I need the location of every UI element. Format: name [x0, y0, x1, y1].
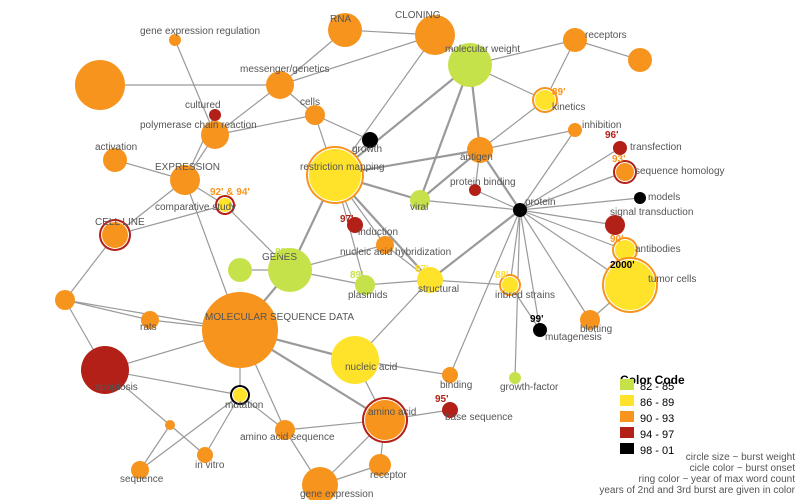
node-msg_gen	[266, 71, 294, 99]
label-kinetics: kinetics	[552, 102, 585, 113]
legend-swatch	[620, 427, 634, 438]
node-amino_acid	[365, 400, 405, 440]
label-cells: cells	[300, 97, 320, 108]
label-plasmids: plasmids	[348, 290, 387, 301]
label-sig_trans: signal transduction	[610, 207, 693, 218]
node-nodeA	[628, 48, 652, 72]
node-nucleic_acid	[331, 336, 379, 384]
edge	[520, 210, 590, 320]
edge	[65, 300, 150, 320]
legend-caption: years of 2nd and 3rd burst are given in …	[599, 485, 795, 496]
label-models: models	[648, 192, 680, 203]
legend-swatch	[620, 443, 634, 454]
node-nodeD	[165, 420, 175, 430]
label-receptor: receptor	[370, 470, 407, 481]
label-msg_gen: messenger/genetics	[240, 64, 330, 75]
node-transfection	[613, 141, 627, 155]
edge	[280, 35, 435, 85]
label-gene_expr: gene expression	[300, 489, 373, 500]
legend-swatch	[620, 379, 634, 390]
label-nucleic_acid: nucleic acid	[345, 362, 397, 373]
label-growth_factor: growth-factor	[500, 382, 559, 393]
year-comp_study: 92' & 94'	[210, 187, 250, 198]
label-cloning: CLONING	[395, 10, 441, 21]
label-seq_hom: sequence homology	[635, 166, 725, 177]
legend-label: 86 - 89	[640, 397, 674, 409]
label-tumor: tumor cells	[648, 274, 696, 285]
edge	[520, 210, 540, 330]
node-restr_map	[309, 149, 361, 201]
edge	[480, 130, 575, 150]
label-antigen: antigen	[460, 152, 493, 163]
label-msd: MOLECULAR SEQUENCE DATA	[205, 312, 354, 323]
legend-label: 82 - 85	[640, 381, 674, 393]
legend-caption: circle size ~ burst weight	[686, 452, 795, 463]
year-base_seq: 95'	[435, 394, 449, 405]
node-cells	[305, 105, 325, 125]
label-antibodies: antibodies	[635, 244, 681, 255]
label-activation: activation	[95, 142, 137, 153]
year-plasmids: 89'	[350, 270, 364, 281]
label-expression: EXPRESSION	[155, 162, 220, 173]
legend-label: 98 - 01	[640, 445, 674, 457]
label-pcr: polymerase chain reaction	[140, 120, 257, 131]
year-kinetics: 89'	[552, 87, 566, 98]
label-cultured: cultured	[185, 100, 221, 111]
node-sig_trans	[605, 215, 625, 235]
label-rats: rats	[140, 322, 157, 333]
legend-label: 90 - 93	[640, 413, 674, 425]
year-transfection: 96'	[605, 130, 619, 141]
edge	[520, 210, 615, 225]
label-binding: binding	[440, 380, 472, 391]
year-inbred: 88'	[495, 270, 509, 281]
year-induction: 97'	[340, 214, 354, 225]
label-mol_weight: molecular weight	[445, 44, 520, 55]
label-growth: growth	[352, 144, 382, 155]
label-restr_map: restriction mapping	[300, 162, 384, 173]
label-apoptosis: apoptosis	[95, 382, 138, 393]
label-inbred: inbred strains	[495, 290, 555, 301]
label-amino_acid: amino acid	[368, 407, 416, 418]
label-protein: protein	[525, 197, 556, 208]
node-seq_hom	[616, 163, 634, 181]
node-receptors	[563, 28, 587, 52]
year-genes: 89'	[275, 247, 289, 258]
node-nodeE	[55, 290, 75, 310]
node-nodeB	[75, 60, 125, 110]
legend: Color Code82 - 8586 - 8990 - 9394 - 9798…	[599, 373, 795, 496]
label-mutagen: mutagenesis	[545, 332, 602, 343]
node-inhibition	[568, 123, 582, 137]
label-aa_seq: amino acid sequence	[240, 432, 335, 443]
year-mutagen: 99'	[530, 314, 544, 325]
legend-label: 94 - 97	[640, 429, 674, 441]
label-nah: nucleic acid hybridization	[340, 247, 451, 258]
label-sequence: sequence	[120, 474, 164, 485]
node-nodeC	[228, 258, 252, 282]
label-in_vitro: in vitro	[195, 460, 225, 471]
label-viral: viral	[410, 202, 428, 213]
label-induction: induction	[358, 227, 398, 238]
label-cell_line: CELL LINE	[95, 217, 145, 228]
label-transfection: transfection	[630, 142, 682, 153]
label-structural: structural	[418, 284, 459, 295]
node-models	[634, 192, 646, 204]
legend-caption: ring color ~ year of max word count	[639, 474, 796, 485]
legend-swatch	[620, 395, 634, 406]
label-rna: RNA	[330, 14, 351, 25]
label-receptors: receptors	[585, 30, 627, 41]
year-seq_hom: 93'	[612, 154, 626, 165]
network-diagram: gene expression regulation RNA CLONING mole…	[0, 0, 800, 500]
legend-swatch	[620, 411, 634, 422]
legend-caption: cicle color ~ burst onset	[690, 463, 796, 474]
label-base_seq: base sequence	[445, 412, 513, 423]
label-comp_study: comparative study	[155, 202, 236, 213]
node-msd	[202, 292, 278, 368]
year-antibodies: 90'	[610, 234, 624, 245]
label-prot_bind: protein binding	[450, 177, 516, 188]
year-structural: 87'	[415, 264, 429, 275]
edge	[420, 200, 520, 210]
year-tumor: 2000'	[610, 260, 635, 271]
label-mutation: mutation	[225, 400, 263, 411]
label-gene_expr_reg: gene expression regulation	[140, 26, 260, 37]
